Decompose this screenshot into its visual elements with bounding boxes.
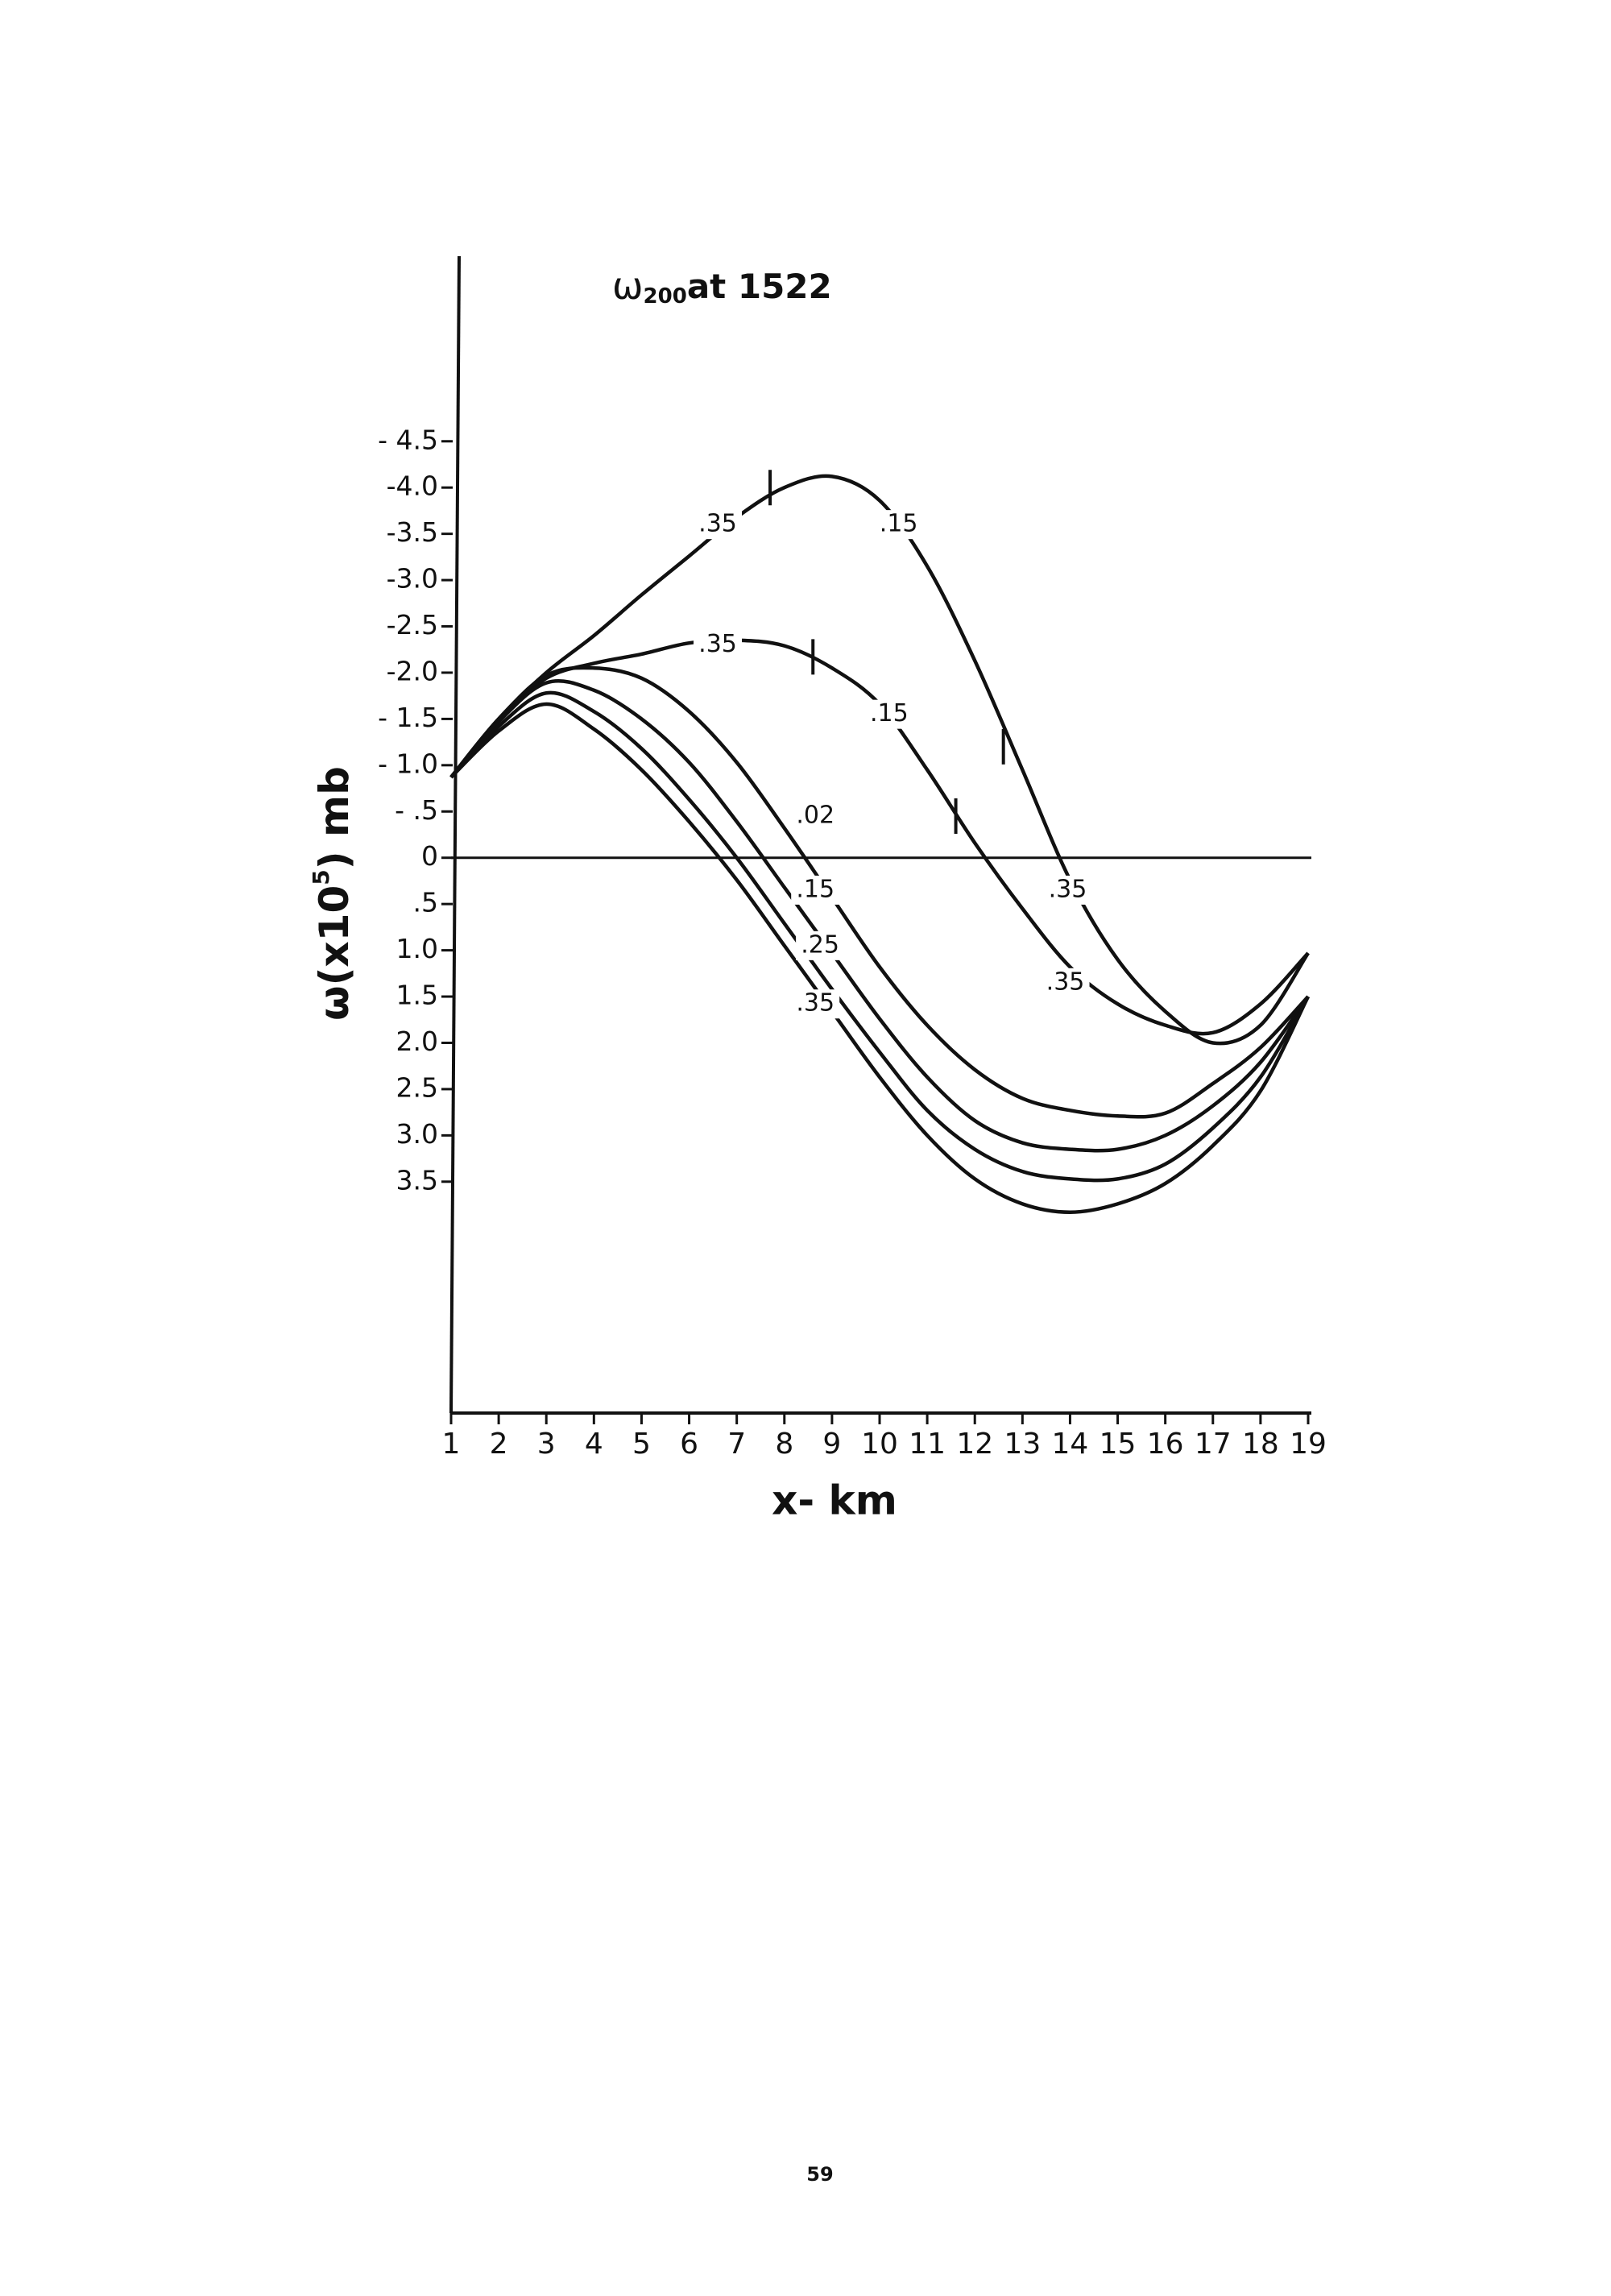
x-tick-label: 9 — [822, 1428, 841, 1461]
y-label-superscript: 5 — [308, 869, 334, 885]
curve-label-bg — [874, 510, 923, 540]
chart-title: ω200at 1522 — [612, 264, 832, 309]
title-symbol: ω — [612, 264, 644, 308]
x-tick-label: 10 — [861, 1428, 898, 1461]
curve — [449, 690, 1310, 1183]
x-tick-label: 19 — [1290, 1428, 1327, 1461]
x-tick-label: 18 — [1242, 1428, 1279, 1461]
y-tick-label: -2.5 — [387, 609, 438, 640]
y-tick-label: - 4.5 — [378, 424, 438, 455]
curve-label: .15 — [870, 699, 909, 727]
y-label-text: ω(x10 — [311, 885, 358, 1021]
curve-label-bg — [791, 802, 840, 831]
curve-label: .15 — [880, 510, 918, 538]
x-tick-label: 2 — [490, 1428, 508, 1461]
curve — [449, 474, 1310, 1046]
y-tick-label: -3.5 — [387, 516, 438, 548]
curve-label-bg — [1041, 968, 1090, 997]
y-axis — [449, 255, 461, 1414]
x-tick-label: 5 — [632, 1428, 651, 1461]
y-tick-label: .5 — [413, 887, 439, 918]
x-tick-label: 16 — [1147, 1428, 1184, 1461]
x-tick-label: 1 — [442, 1428, 461, 1461]
y-tick-label: 3.5 — [396, 1164, 438, 1196]
y-tick-label: - .5 — [395, 794, 438, 826]
curve — [449, 665, 1310, 1119]
x-tick-label: 12 — [956, 1428, 993, 1461]
curve-label: .15 — [796, 875, 834, 903]
x-tick-label: 13 — [1004, 1428, 1041, 1461]
x-tick-label: 17 — [1195, 1428, 1232, 1461]
title-text: at 1522 — [687, 267, 832, 306]
x-tick-label: 8 — [775, 1428, 793, 1461]
x-tick-label: 11 — [909, 1428, 946, 1461]
y-tick-label: 3.0 — [396, 1118, 438, 1150]
curve-label: .02 — [796, 802, 834, 830]
x-tick-label: 6 — [680, 1428, 698, 1461]
y-tick-label: - 1.0 — [378, 748, 438, 779]
y-tick-label: 2.5 — [396, 1071, 438, 1103]
y-tick-label: - 1.5 — [378, 702, 438, 733]
curve-label-bg — [694, 630, 743, 660]
y-tick-label: -2.0 — [387, 655, 438, 686]
x-tick-label: 14 — [1052, 1428, 1089, 1461]
page-number: 59 — [806, 2163, 833, 2186]
curve-label: .35 — [1046, 968, 1085, 996]
curve-label-bg — [694, 510, 743, 540]
curve-label: .35 — [698, 510, 737, 538]
x-tick-label: 4 — [585, 1428, 603, 1461]
curve-label-bg — [864, 699, 913, 729]
y-tick-label: 1.0 — [396, 933, 438, 964]
y-axis-label: ω(x105) mb — [308, 766, 358, 1021]
y-label-unit: ) mb — [311, 766, 358, 869]
curve — [449, 678, 1310, 1153]
curve-label-bg — [796, 930, 845, 960]
x-tick-label: 7 — [727, 1428, 746, 1461]
curve-label-bg — [791, 989, 840, 1019]
curve-label: .35 — [698, 630, 737, 658]
y-tick-label: -3.0 — [387, 563, 438, 595]
curve-label-bg — [791, 875, 840, 905]
y-tick-label: 0 — [421, 840, 438, 872]
y-tick-label: 2.0 — [396, 1026, 438, 1057]
curve-label: .25 — [801, 930, 839, 959]
y-tick-label: -4.0 — [387, 470, 438, 502]
x-tick-label: 3 — [537, 1428, 556, 1461]
curve — [449, 702, 1311, 1214]
y-tick-label: 1.5 — [396, 980, 438, 1011]
curve-label: .35 — [1049, 875, 1087, 903]
curve-label: .35 — [796, 989, 834, 1017]
title-subscript: 200 — [644, 284, 687, 309]
curve-label-bg — [1043, 875, 1092, 905]
x-tick-label: 15 — [1100, 1428, 1137, 1461]
x-axis-label: x- km — [772, 1477, 897, 1524]
